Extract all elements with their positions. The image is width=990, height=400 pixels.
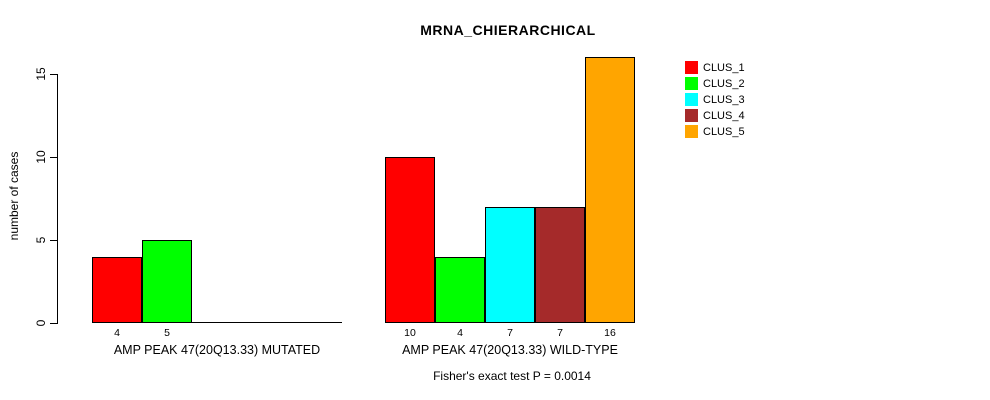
y-tick-label: 15 (34, 67, 48, 81)
legend-swatch-clus_4 (685, 109, 698, 122)
y-tick-label: 10 (34, 150, 48, 164)
legend-item: CLUS_1 (685, 61, 745, 74)
y-tick-label: 5 (34, 236, 48, 244)
bar-clus_1 (92, 257, 142, 323)
bar-clus_1 (385, 157, 435, 323)
legend-item: CLUS_3 (685, 93, 745, 106)
y-tick-mark (50, 74, 57, 75)
legend-item: CLUS_5 (685, 125, 745, 138)
bar-zero-clus_5 (292, 322, 342, 323)
fisher-test-annotation: Fisher's exact test P = 0.0014 (433, 369, 591, 383)
bar-clus_2 (142, 240, 192, 323)
legend-label: CLUS_5 (703, 125, 745, 138)
bar-clus_4 (535, 207, 585, 323)
legend-label: CLUS_3 (703, 93, 745, 106)
bar-value-label: 7 (557, 327, 563, 339)
bar-clus_3 (485, 207, 535, 323)
bar-value-label: 10 (404, 327, 416, 339)
bar-clus_5 (585, 57, 635, 323)
group-label-wildtype: AMP PEAK 47(20Q13.33) WILD-TYPE (402, 343, 618, 357)
bar-value-label: 4 (457, 327, 463, 339)
y-axis-label: number of cases (7, 151, 21, 241)
legend-item: CLUS_2 (685, 77, 745, 90)
bar-clus_2 (435, 257, 485, 323)
legend-label: CLUS_1 (703, 61, 745, 74)
legend: CLUS_1 CLUS_2 CLUS_3 CLUS_4 CLUS_5 (685, 61, 745, 141)
y-tick-mark (50, 240, 57, 241)
legend-label: CLUS_2 (703, 77, 745, 90)
y-tick-label: 0 (34, 319, 48, 327)
y-axis-line (57, 74, 58, 324)
legend-swatch-clus_5 (685, 125, 698, 138)
bar-value-label: 4 (114, 327, 120, 339)
chart-title: MRNA_CHIERARCHICAL (420, 22, 596, 38)
group-label-mutated: AMP PEAK 47(20Q13.33) MUTATED (113, 343, 321, 357)
bar-value-label: 7 (507, 327, 513, 339)
legend-item: CLUS_4 (685, 109, 745, 122)
legend-swatch-clus_1 (685, 61, 698, 74)
legend-swatch-clus_3 (685, 93, 698, 106)
bar-value-label: 16 (604, 327, 616, 339)
y-tick-mark (50, 157, 57, 158)
bar-zero-clus_3 (192, 322, 242, 323)
bar-zero-clus_4 (242, 322, 292, 323)
y-tick-mark (50, 323, 57, 324)
legend-label: CLUS_4 (703, 109, 745, 122)
legend-swatch-clus_2 (685, 77, 698, 90)
bar-value-label: 5 (164, 327, 170, 339)
